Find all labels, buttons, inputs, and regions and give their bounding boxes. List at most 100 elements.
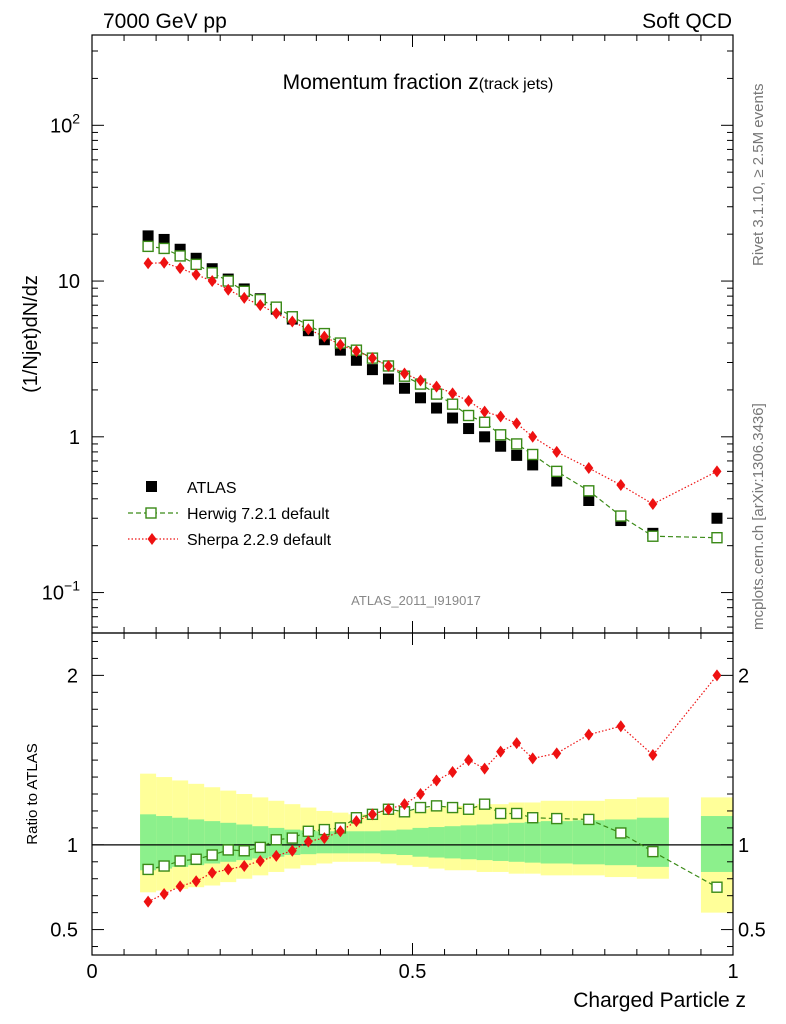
sherpa-ratio-point — [552, 747, 562, 760]
chart-title-main: Momentum fraction z — [283, 71, 479, 94]
sherpa-point — [351, 345, 361, 358]
sherpa-ratio-point — [159, 887, 169, 900]
ratio-band-inner — [444, 826, 461, 859]
herwig-ratio-point — [222, 844, 234, 856]
y-tick-label: 102 — [50, 110, 80, 137]
ratio-band-inner — [700, 816, 733, 872]
herwig-ratio-point — [583, 813, 595, 826]
sherpa-ratio-point — [512, 737, 522, 750]
atlas-point — [527, 459, 539, 471]
atlas-point — [190, 252, 202, 264]
sherpa-point — [335, 338, 345, 351]
herwig-ratio-point — [510, 807, 523, 820]
sherpa-ratio-point — [143, 895, 153, 908]
sherpa-point — [287, 315, 297, 328]
sherpa-ratio-point — [616, 720, 626, 733]
herwig-ratio-point — [430, 800, 443, 812]
ratio-y-tick-label-left: 2 — [67, 665, 78, 687]
sherpa-ratio-point — [175, 880, 185, 893]
header-energy-label: 7000 GeV pp — [103, 10, 227, 33]
analysis-watermark: ATLAS_2011_I919017 — [351, 593, 481, 608]
atlas-point — [398, 382, 410, 394]
atlas-point — [495, 440, 507, 452]
atlas-point — [447, 412, 459, 424]
atlas-point — [350, 354, 362, 366]
legend-atlas-label: ATLAS — [187, 480, 237, 497]
herwig-point — [494, 429, 507, 441]
x-tick-label: 0 — [86, 961, 97, 983]
sherpa-ratio-point — [448, 765, 458, 778]
herwig-ratio-point — [206, 849, 218, 861]
ratio-band-inner — [524, 821, 541, 863]
sherpa-point — [648, 498, 658, 511]
herwig-point — [190, 258, 202, 271]
sherpa-ratio-point — [399, 798, 409, 811]
sherpa-ratio-point — [351, 815, 361, 828]
atlas-point — [431, 402, 443, 414]
sherpa-point — [528, 430, 538, 443]
atlas-point — [142, 230, 154, 242]
herwig-ratio-point — [270, 834, 282, 846]
ratio-band-inner — [460, 825, 477, 860]
sherpa-ratio-point — [480, 762, 490, 775]
sherpa-ratio-point — [271, 849, 281, 862]
ratio-band-inner — [604, 819, 637, 866]
ratio-band-inner — [540, 821, 573, 864]
ratio-y-tick-label-right: 0.5 — [738, 920, 766, 942]
herwig-ratio-point — [494, 807, 507, 820]
herwig-point — [174, 250, 186, 262]
sherpa-ratio-point — [319, 832, 329, 845]
sherpa-point — [712, 465, 722, 478]
sherpa-ratio-point — [464, 754, 474, 767]
ratio-band-inner — [348, 831, 365, 854]
sherpa-point — [512, 417, 522, 430]
ratio-band-inner — [140, 814, 157, 871]
ratio-band-inner — [156, 816, 173, 869]
x-tick-label: 0.5 — [399, 961, 427, 983]
herwig-point — [478, 416, 491, 428]
sherpa-ratio-point — [239, 860, 249, 873]
y-tick-label: 1 — [69, 427, 80, 449]
sherpa-ratio-point — [432, 774, 442, 787]
ratio-y-axis-label: Ratio to ATLAS — [24, 743, 41, 844]
ratio-band-inner — [492, 823, 509, 861]
atlas-point — [583, 495, 595, 507]
herwig-ratio-point — [711, 881, 723, 893]
ratio-band-inner — [172, 817, 189, 867]
sherpa-main-line — [148, 262, 718, 505]
sherpa-point — [616, 479, 626, 492]
sherpa-ratio-point — [712, 669, 722, 682]
sherpa-ratio-point — [496, 745, 506, 758]
y-tick-label: 10−1 — [42, 578, 80, 605]
herwig-point — [142, 240, 154, 253]
legend: ATLAS Herwig 7.2.1 default Sherpa 2.2.9 … — [128, 480, 332, 549]
atlas-point — [479, 431, 491, 443]
sherpa-point — [271, 307, 281, 320]
ratio-band-inner — [364, 831, 381, 854]
sherpa-ratio-point — [255, 854, 265, 867]
sherpa-ratio-point — [528, 752, 538, 765]
herwig-ratio-point — [462, 803, 475, 815]
herwig-ratio-point — [551, 812, 563, 825]
herwig-point — [551, 465, 563, 478]
sherpa-point — [303, 323, 313, 336]
rivet-version-label: Rivet 3.1.10, ≥ 2.5M events — [750, 84, 767, 267]
herwig-ratio-point — [142, 863, 154, 876]
herwig-point — [647, 530, 659, 542]
sherpa-ratio-point — [648, 749, 658, 762]
mcplots-label: mcplots.cern.ch [arXiv:1306.3436] — [750, 403, 767, 630]
x-axis-label: Charged Particle z — [573, 989, 746, 1012]
atlas-point — [551, 475, 563, 487]
herwig-point — [711, 532, 723, 544]
herwig-ratio-point — [286, 832, 299, 844]
ratio-band-inner — [380, 830, 397, 855]
herwig-ratio-point — [647, 845, 659, 858]
sherpa-ratio-point — [584, 728, 594, 741]
sherpa-point — [399, 367, 409, 380]
herwig-ratio-point — [414, 801, 427, 814]
sherpa-point — [367, 352, 377, 365]
sherpa-ratio-point — [367, 808, 377, 821]
sherpa-point — [207, 275, 217, 288]
